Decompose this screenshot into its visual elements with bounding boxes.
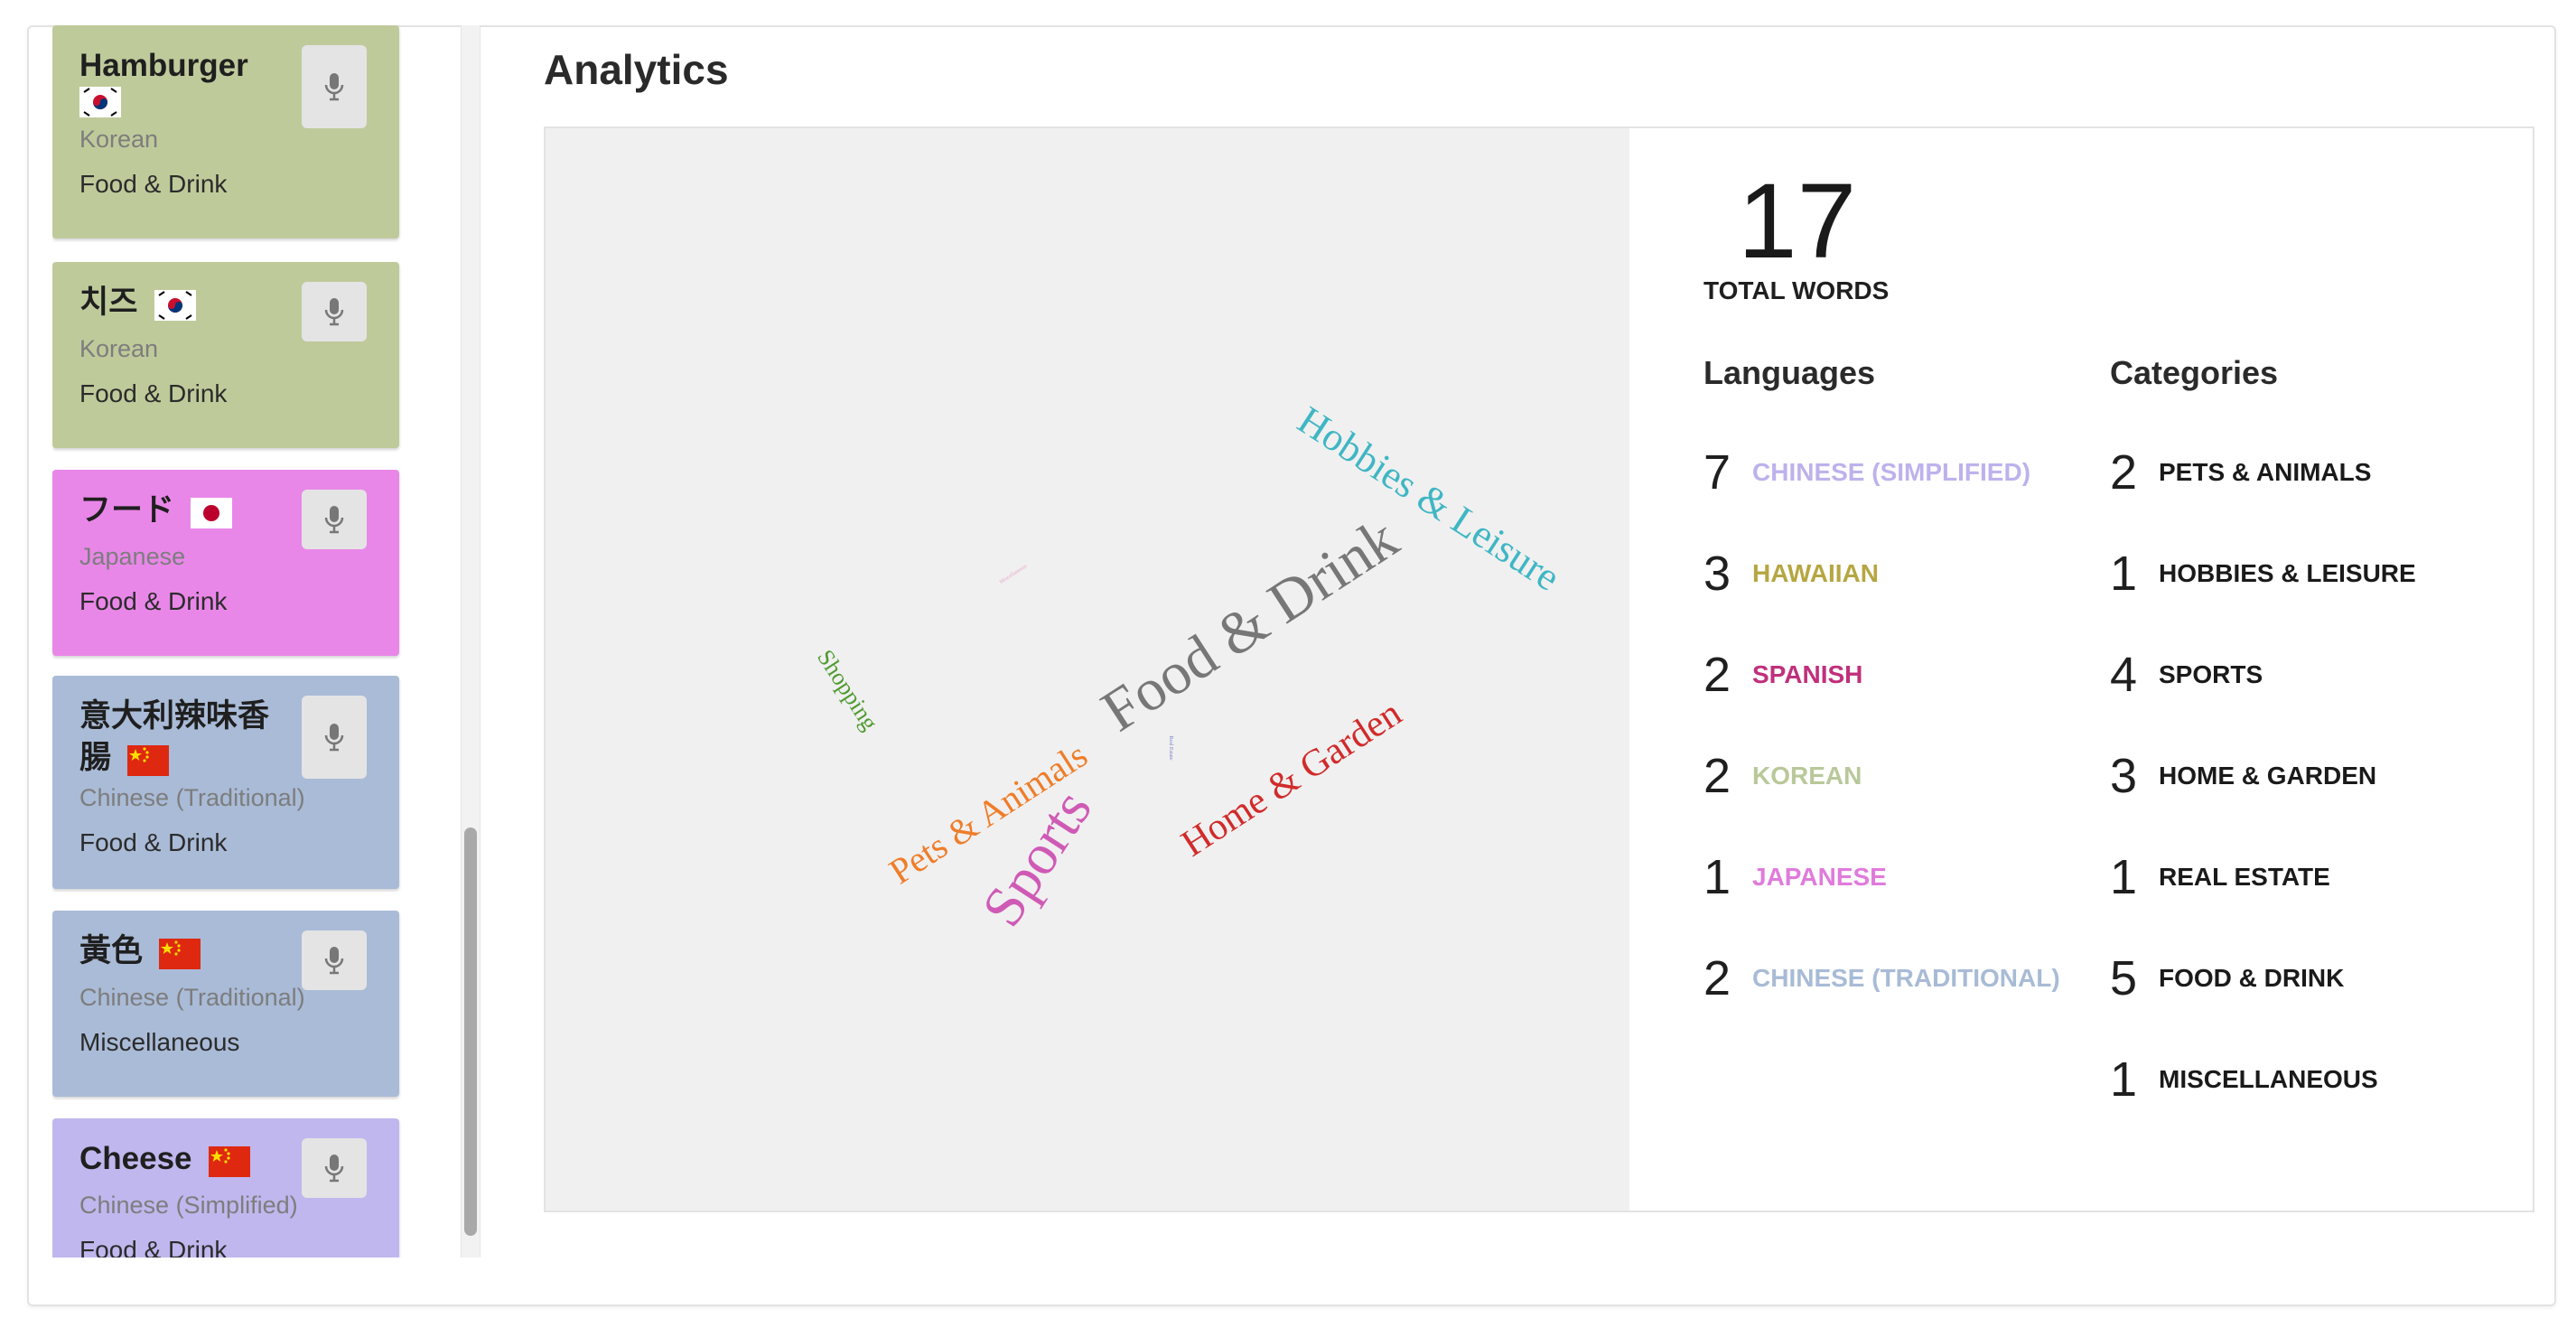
stat-count: 2 — [1703, 951, 1731, 1005]
stat-label: CHINESE (TRADITIONAL) — [1752, 964, 2060, 992]
word-language: Chinese (Simplified) — [79, 1192, 298, 1219]
word-category: Miscellaneous — [79, 1028, 240, 1056]
microphone-icon — [324, 298, 344, 326]
microphone-icon — [324, 506, 344, 534]
korea-flag-icon — [154, 289, 196, 321]
categories-heading: Categories — [2110, 354, 2279, 391]
stat-count: 2 — [2110, 445, 2138, 500]
pronounce-button[interactable] — [302, 45, 367, 128]
pronounce-button[interactable] — [302, 696, 367, 779]
stat-label: HOME & GARDEN — [2159, 762, 2377, 790]
word-title: Cheese — [79, 1141, 192, 1176]
word-category: Food & Drink — [79, 379, 228, 407]
china-flag-icon — [127, 744, 170, 776]
stat-label: HAWAIIAN — [1752, 559, 1879, 587]
stat-count: 1 — [2110, 1052, 2138, 1107]
word-card-yellow[interactable]: 黃色 Chinese (Traditional) Miscellaneous — [52, 911, 399, 1097]
word-list-scrollbar[interactable] — [461, 25, 481, 1258]
pronounce-button[interactable] — [302, 282, 367, 341]
stat-count: 1 — [1703, 850, 1731, 904]
category-stat-hobbies-leisure: 1 HOBBIES & LEISURE — [2110, 546, 2416, 602]
word-category: Food & Drink — [79, 170, 228, 198]
category-stat-food-drink: 5 FOOD & DRINK — [2110, 950, 2344, 1006]
word-card-chijeu[interactable]: 치즈 Korean Food & Drink — [52, 262, 399, 448]
stat-count: 1 — [2110, 547, 2138, 601]
word-language: Chinese (Traditional) — [79, 783, 305, 811]
stat-label: JAPANESE — [1752, 863, 1887, 891]
stat-label: MISCELLANEOUS — [2159, 1065, 2378, 1093]
word-card-hamburger[interactable]: Hamburger Korean Food & Drink — [52, 25, 399, 238]
stat-label: REAL ESTATE — [2159, 863, 2330, 891]
word-title: Hamburger — [79, 48, 248, 83]
word-language: Japanese — [79, 543, 186, 570]
scrollbar-thumb[interactable] — [464, 827, 477, 1236]
language-stat-chinese-simplified: 7 CHINESE (SIMPLIFIED) — [1703, 444, 2030, 500]
pronounce-button[interactable] — [302, 1138, 367, 1198]
korea-flag-icon — [79, 87, 121, 117]
category-stat-sports: 4 SPORTS — [2110, 647, 2263, 703]
word-card-pepperoni[interactable]: 意大利辣味香腸 Chinese (Traditional) Food & Dri… — [52, 676, 399, 889]
stat-label: CHINESE (SIMPLIFIED) — [1752, 458, 2031, 486]
stat-count: 7 — [1703, 445, 1731, 500]
cloud-word-miscellaneous: Miscellaneous — [998, 564, 1029, 585]
microphone-icon — [324, 947, 344, 975]
language-stat-korean: 2 KOREAN — [1703, 748, 1862, 804]
word-category: Food & Drink — [79, 1236, 228, 1258]
word-cloud: Food & Drink Hobbies & Leisure Home & Ga… — [544, 126, 1631, 1212]
stat-count: 3 — [1703, 547, 1731, 601]
stat-label: HOBBIES & LEISURE — [2159, 559, 2416, 587]
stat-label: FOOD & DRINK — [2159, 964, 2345, 992]
category-stat-real-estate: 1 REAL ESTATE — [2110, 849, 2330, 905]
stat-count: 3 — [2110, 749, 2138, 803]
stat-count: 5 — [2110, 951, 2138, 1005]
microphone-icon — [324, 73, 344, 101]
category-stat-pets-animals: 2 PETS & ANIMALS — [2110, 444, 2371, 500]
cloud-word-home-garden: Home & Garden — [1174, 692, 1409, 865]
stat-count: 1 — [2110, 850, 2138, 904]
stat-count: 2 — [1703, 749, 1731, 803]
word-list[interactable]: Hamburger Korean Food & Drink 치즈 — [52, 25, 479, 1258]
word-language: Korean — [79, 126, 159, 153]
page-title: Analytics — [544, 46, 729, 93]
stat-count: 2 — [1703, 648, 1731, 702]
word-title: フード — [79, 492, 175, 528]
language-stat-hawaiian: 3 HAWAIIAN — [1703, 546, 1879, 602]
languages-heading: Languages — [1703, 354, 1876, 391]
total-words-label: TOTAL WORDS — [1703, 276, 1890, 304]
word-language: Chinese (Traditional) — [79, 984, 305, 1011]
category-stat-miscellaneous: 1 MISCELLANEOUS — [2110, 1052, 2378, 1108]
word-title: 치즈 — [79, 285, 138, 320]
category-stat-home-garden: 3 HOME & GARDEN — [2110, 748, 2376, 804]
word-title: 意大利辣味香腸 — [79, 698, 270, 775]
stat-label: SPANISH — [1752, 660, 1863, 688]
language-stat-japanese: 1 JAPANESE — [1703, 849, 1887, 905]
pronounce-button[interactable] — [302, 490, 367, 549]
language-stat-spanish: 2 SPANISH — [1703, 647, 1862, 703]
stat-count: 4 — [2110, 648, 2138, 702]
word-card-cheese[interactable]: Cheese Chinese (Simplified) Food & Drink — [52, 1118, 399, 1258]
microphone-icon — [324, 1155, 344, 1183]
word-language: Korean — [79, 335, 159, 362]
word-category: Food & Drink — [79, 587, 228, 615]
pronounce-button[interactable] — [302, 930, 367, 990]
word-title: 黃色 — [79, 933, 144, 968]
japan-flag-icon — [191, 497, 233, 528]
cloud-word-real-estate: Real Estate — [1168, 735, 1173, 761]
china-flag-icon — [159, 938, 201, 969]
word-category: Food & Drink — [79, 827, 228, 856]
microphone-icon — [324, 724, 344, 752]
word-card-fudo[interactable]: フード Japanese Food & Drink — [52, 470, 399, 656]
stat-label: KOREAN — [1752, 762, 1862, 790]
language-stat-chinese-traditional: 2 CHINESE (TRADITIONAL) — [1703, 950, 2060, 1006]
analytics-stats: 17 TOTAL WORDS Languages Categories 7 CH… — [1629, 126, 2534, 1212]
stat-label: PETS & ANIMALS — [2159, 458, 2372, 486]
stat-label: SPORTS — [2159, 660, 2263, 688]
total-words-count: 17 — [1738, 162, 1857, 281]
china-flag-icon — [208, 1145, 250, 1177]
cloud-word-shopping: Shopping — [812, 645, 883, 735]
